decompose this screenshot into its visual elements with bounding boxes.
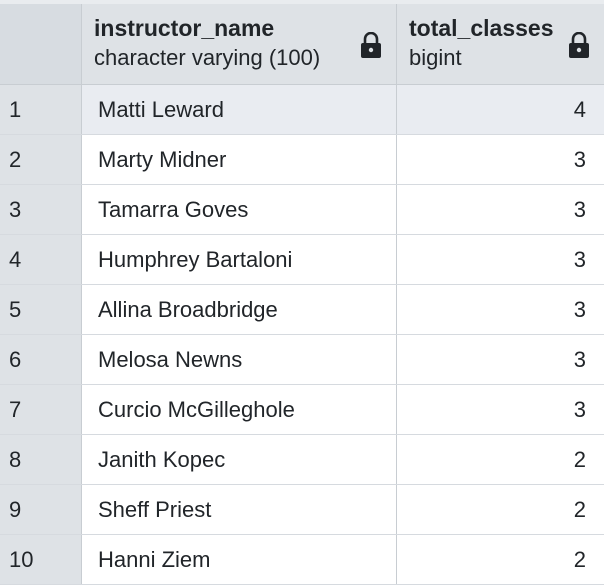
instructor-name-cell[interactable]: Humphrey Bartaloni (82, 235, 397, 284)
row-number-cell[interactable]: 7 (0, 385, 82, 434)
instructor-name-cell[interactable]: Curcio McGilleghole (82, 385, 397, 434)
instructor-name-cell[interactable]: Hanni Ziem (82, 535, 397, 584)
row-number-cell[interactable]: 2 (0, 135, 82, 184)
row-number-cell[interactable]: 10 (0, 535, 82, 584)
total-classes-cell[interactable]: 2 (573, 446, 586, 472)
total-classes-cell[interactable]: 3 (573, 296, 586, 322)
row-number-cell[interactable]: 5 (0, 285, 82, 334)
column-type: bigint (409, 45, 462, 70)
grid-body: 1 Matti Leward 4 2 Marty Midner 3 3 Tamarra Gov… (0, 85, 604, 585)
row-number-cell[interactable]: 9 (0, 485, 82, 534)
row-number-cell[interactable]: 6 (0, 335, 82, 384)
table-row[interactable]: 4 Humphrey Bartaloni 3 (0, 235, 604, 285)
instructor-name-cell[interactable]: Melosa Newns (82, 335, 397, 384)
instructor-name-cell[interactable]: Marty Midner (82, 135, 397, 184)
total-classes-cell[interactable]: 2 (573, 546, 586, 572)
instructor-name-cell[interactable]: Allina Broadbridge (82, 285, 397, 334)
column-header-instructor-name[interactable]: instructor_name character varying (100) (82, 4, 397, 84)
grid-header: instructor_name character varying (100) … (0, 4, 604, 85)
table-row[interactable]: 2 Marty Midner 3 (0, 135, 604, 185)
table-row[interactable]: 8 Janith Kopec 2 (0, 435, 604, 485)
lock-icon (569, 32, 589, 58)
column-header-total-classes[interactable]: total_classes bigint (397, 4, 604, 84)
table-row[interactable]: 10 Hanni Ziem 2 (0, 535, 604, 585)
table-row[interactable]: 6 Melosa Newns 3 (0, 335, 604, 385)
table-row[interactable]: 9 Sheff Priest 2 (0, 485, 604, 535)
table-row[interactable]: 7 Curcio McGilleghole 3 (0, 385, 604, 435)
row-number-cell[interactable]: 4 (0, 235, 82, 284)
total-classes-cell[interactable]: 3 (573, 196, 586, 222)
column-name: instructor_name (94, 15, 275, 41)
row-number-header[interactable] (0, 4, 82, 84)
row-number-cell[interactable]: 3 (0, 185, 82, 234)
total-classes-cell[interactable]: 2 (573, 496, 586, 522)
instructor-name-cell[interactable]: Tamarra Goves (82, 185, 397, 234)
row-number-cell[interactable]: 8 (0, 435, 82, 484)
total-classes-cell[interactable]: 3 (573, 346, 586, 372)
column-type: character varying (100) (94, 45, 321, 70)
instructor-name-cell[interactable]: Sheff Priest (82, 485, 397, 534)
column-name: total_classes (409, 15, 554, 41)
row-number-cell[interactable]: 1 (0, 85, 82, 134)
table-row[interactable]: 1 Matti Leward 4 (0, 85, 604, 135)
table-row[interactable]: 3 Tamarra Goves 3 (0, 185, 604, 235)
lock-icon (361, 32, 381, 58)
total-classes-cell[interactable]: 3 (573, 246, 586, 272)
total-classes-cell[interactable]: 4 (397, 85, 604, 134)
total-classes-cell[interactable]: 3 (573, 146, 586, 172)
instructor-name-cell[interactable]: Matti Leward (82, 85, 397, 134)
instructor-name-cell[interactable]: Janith Kopec (82, 435, 397, 484)
total-classes-cell[interactable]: 3 (573, 396, 586, 422)
table-row[interactable]: 5 Allina Broadbridge 3 (0, 285, 604, 335)
